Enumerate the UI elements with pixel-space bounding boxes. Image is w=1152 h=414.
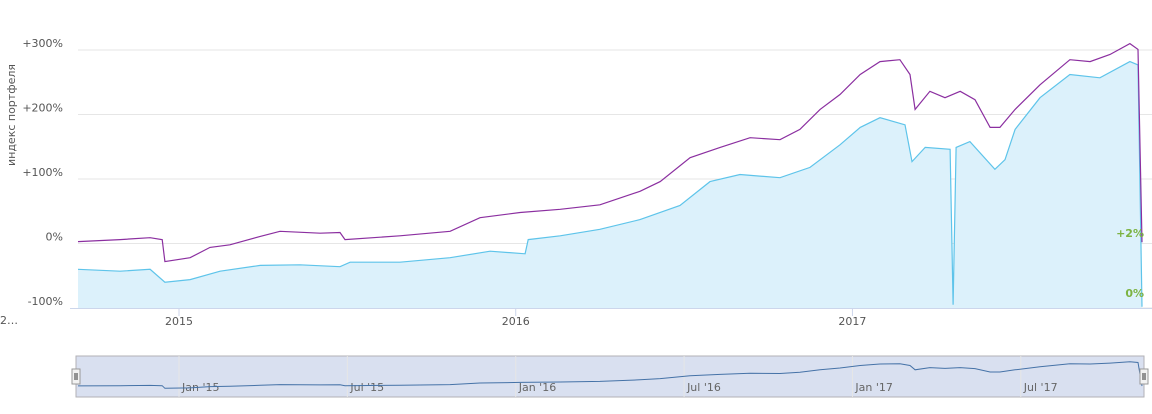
y-tick-label: +200% [22, 102, 63, 115]
navigator-handle[interactable] [71, 368, 81, 385]
x-tick-label: 2017 [838, 315, 866, 328]
navigator-tick-label: Jul '16 [686, 381, 721, 394]
navigator-tick-label: Jan '17 [854, 381, 892, 394]
navigator-tick-label: Jan '16 [518, 381, 556, 394]
clipped-label: 2… [0, 314, 18, 327]
y-tick-label: +300% [22, 37, 63, 50]
area [78, 61, 1142, 308]
navigator-frame [75, 355, 1145, 398]
end-label: 0% [1125, 287, 1144, 300]
navigator-handle[interactable] [1139, 368, 1149, 385]
line [77, 42, 1143, 263]
end-label: +2% [1116, 227, 1144, 240]
x-tick-label: 2015 [165, 315, 193, 328]
y-tick-label: 0% [46, 231, 63, 244]
y-axis-label: индекс портфеля [5, 64, 18, 166]
x-tick-label: 2016 [502, 315, 530, 328]
navigator-tick-label: Jul '17 [1023, 381, 1058, 394]
y-tick-label: -100% [28, 295, 63, 308]
y-tick-label: +100% [22, 166, 63, 179]
line [77, 60, 1143, 307]
navigator-tick-label: Jul '15 [349, 381, 384, 394]
navigator-line [77, 361, 1143, 389]
